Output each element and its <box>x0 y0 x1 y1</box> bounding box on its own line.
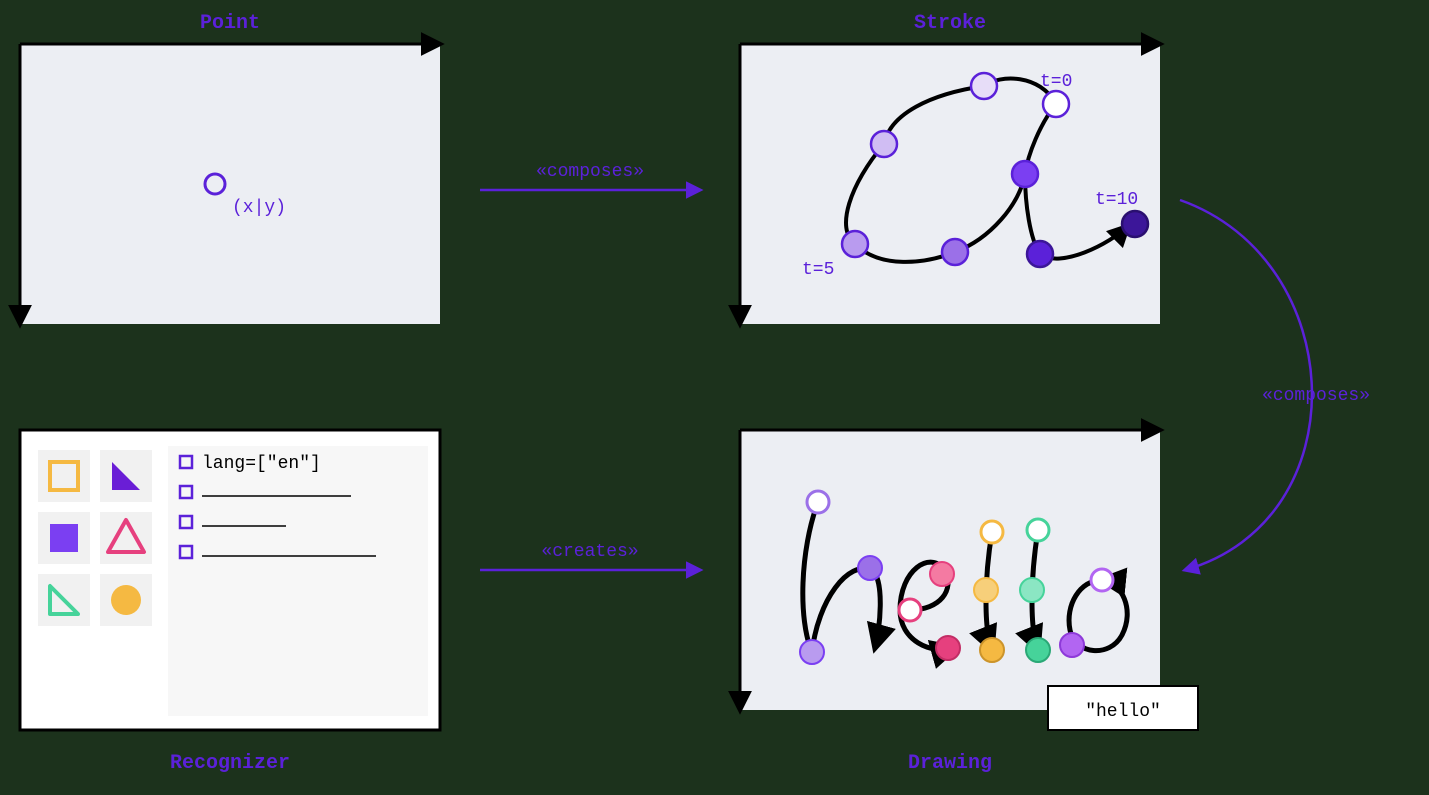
arrow-stroke-to-drawing <box>1180 200 1312 570</box>
stroke-t5-label: t=5 <box>802 260 834 280</box>
diagram-root: (x|y) Point t=0 t=5 t=10 Stroke <box>0 0 1429 795</box>
recognizer-options: lang=["en"] <box>168 446 428 716</box>
shape-circle-filled-icon <box>111 585 141 615</box>
stroke-point <box>842 231 868 257</box>
stroke-point <box>1122 211 1148 237</box>
stroke-point <box>942 239 968 265</box>
stroke-point <box>1027 241 1053 267</box>
drawing-result-box: "hello" <box>1048 686 1198 730</box>
recognizer-title: Recognizer <box>170 752 290 775</box>
stroke-point <box>871 131 897 157</box>
point-coord-label: (x|y) <box>232 198 286 218</box>
stroke-point <box>1043 91 1069 117</box>
drawing-panel: "hello" <box>740 430 1198 730</box>
label-composes-2: «composes» <box>1262 386 1370 406</box>
drawing-result-text: "hello" <box>1085 702 1161 722</box>
point-panel: (x|y) <box>20 44 440 324</box>
drawing-title: Drawing <box>908 752 992 775</box>
point-title: Point <box>200 12 260 35</box>
label-creates: «creates» <box>541 542 638 562</box>
recognizer-panel: lang=["en"] <box>20 430 440 730</box>
stroke-t10-label: t=10 <box>1095 190 1138 210</box>
stroke-panel: t=0 t=5 t=10 <box>740 44 1160 324</box>
stroke-point <box>971 73 997 99</box>
stroke-title: Stroke <box>914 12 986 35</box>
stroke-point <box>1012 161 1038 187</box>
shape-square-filled-icon <box>50 524 78 552</box>
recognizer-lang-text: lang=["en"] <box>202 454 321 474</box>
label-composes-1: «composes» <box>536 162 644 182</box>
stroke-t0-label: t=0 <box>1040 72 1072 92</box>
